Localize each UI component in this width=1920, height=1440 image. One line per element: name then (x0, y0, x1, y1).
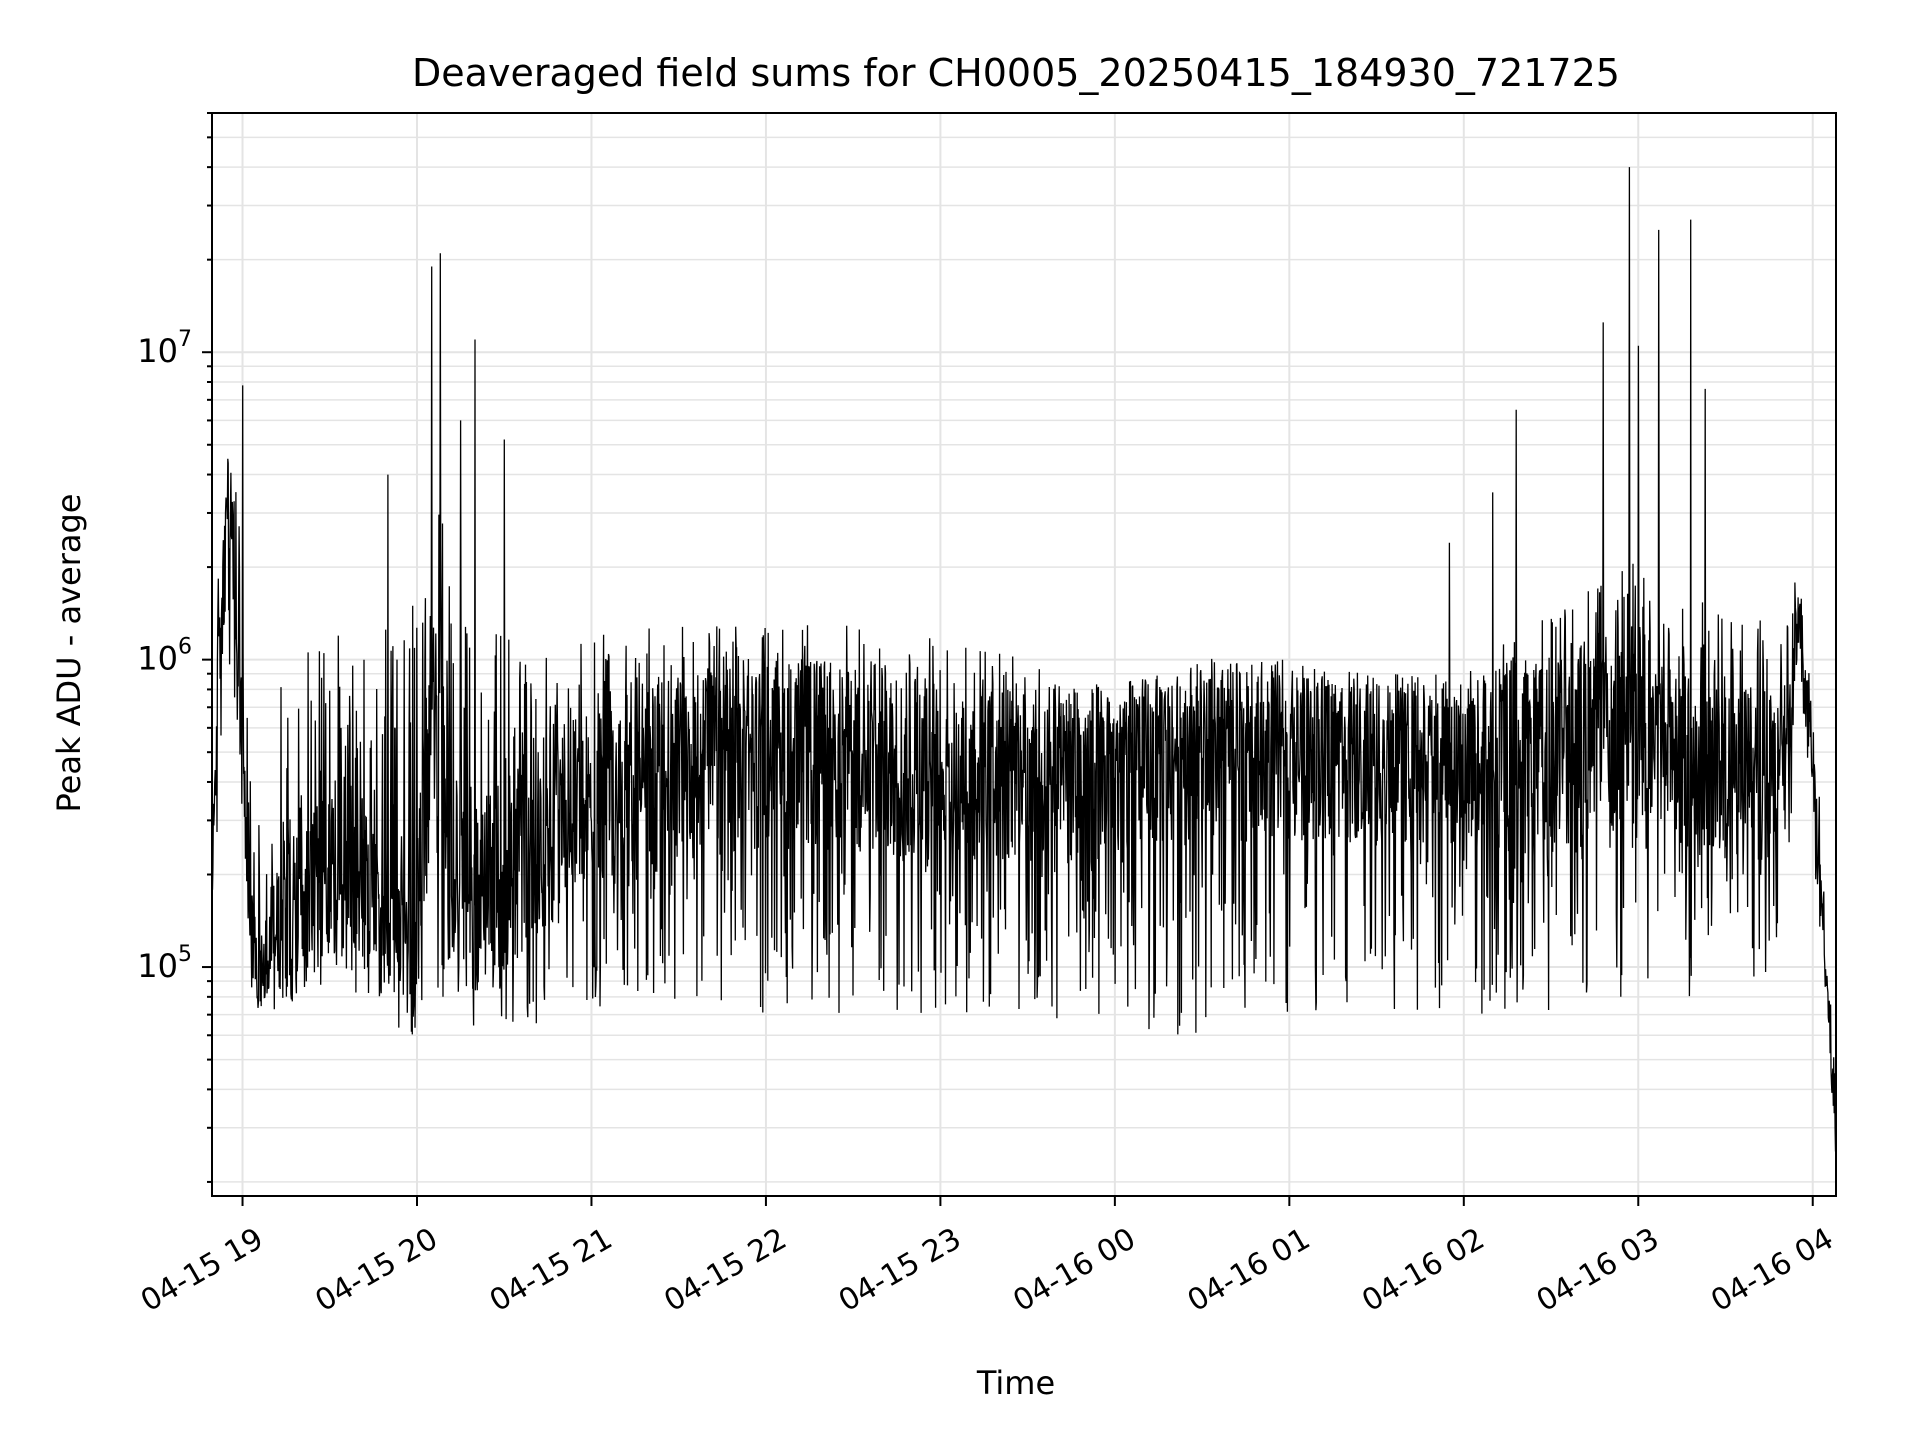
y-tick-label: 107 (137, 327, 192, 370)
x-tick-label: 04-16 00 (1007, 1221, 1141, 1319)
x-axis-label: Time (976, 1364, 1055, 1402)
x-tick-label: 04-15 21 (484, 1221, 618, 1319)
plot-frame (211, 112, 1837, 1197)
series-line (211, 167, 1837, 1152)
x-tick-label: 04-15 19 (135, 1221, 269, 1319)
chart-title: Deaveraged field sums for CH0005_2025041… (412, 51, 1620, 95)
x-tick-label: 04-15 22 (658, 1221, 792, 1319)
x-tick-label: 04-16 01 (1182, 1221, 1316, 1319)
x-tick-label: 04-16 02 (1356, 1221, 1490, 1319)
x-tick-label: 04-15 20 (309, 1221, 443, 1319)
grid (212, 112, 1836, 1196)
x-tick-label: 04-16 03 (1531, 1221, 1665, 1319)
data-line (211, 167, 1837, 1152)
y-tick-label: 105 (137, 942, 192, 985)
y-axis-label: Peak ADU - average (50, 494, 88, 813)
y-tick-label: 106 (137, 635, 192, 678)
x-tick-label: 04-15 23 (833, 1221, 967, 1319)
x-tick-label: 04-16 04 (1705, 1221, 1839, 1319)
